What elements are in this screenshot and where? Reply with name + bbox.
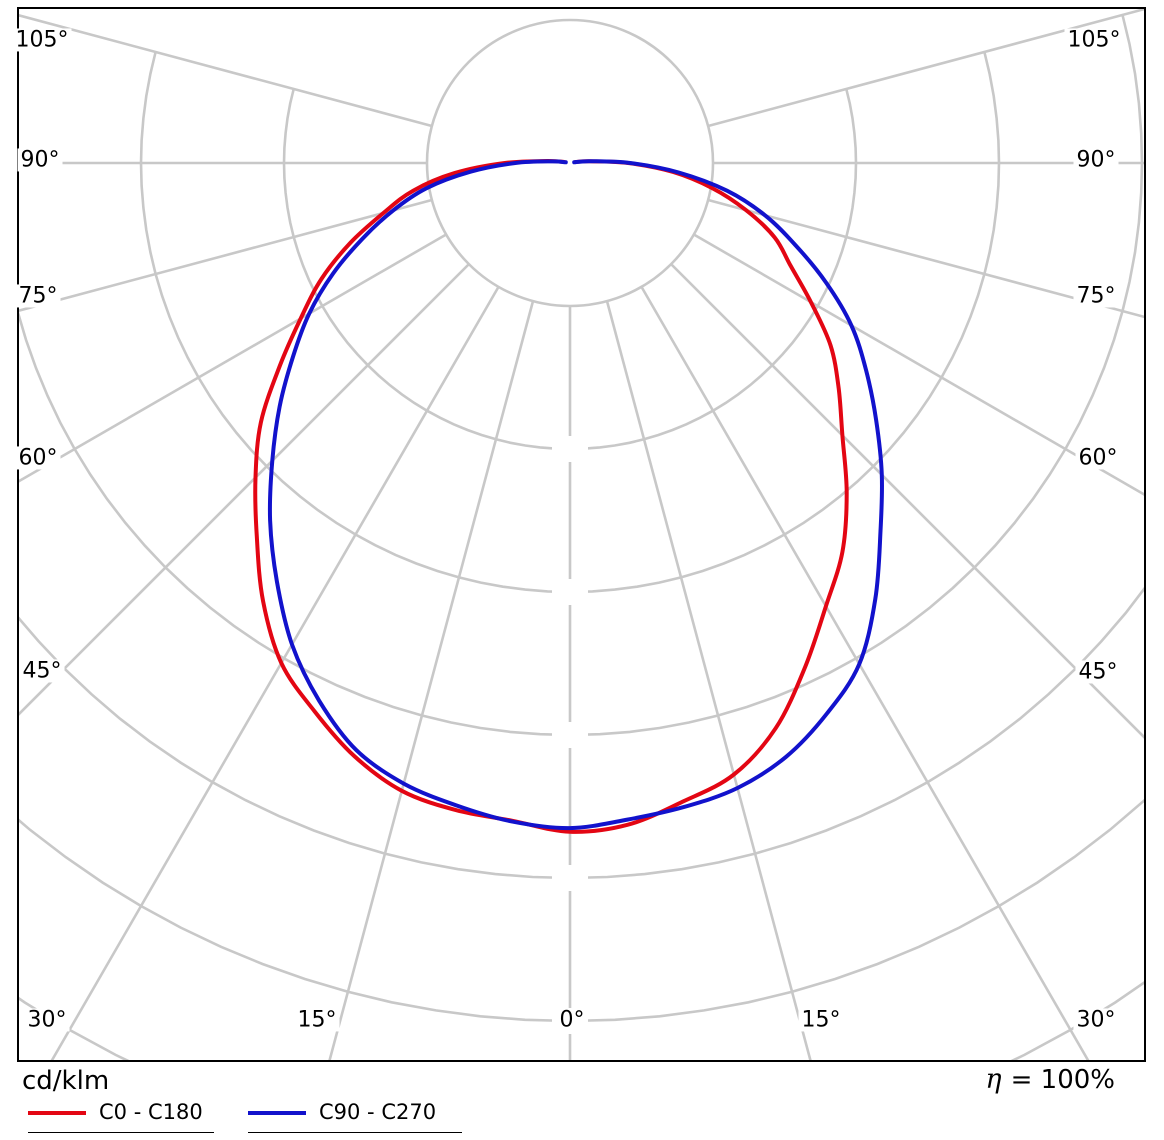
- efficiency-value: = 100%: [1010, 1065, 1115, 1095]
- legend-item-c0-c180: C0 - C180: [28, 1102, 214, 1133]
- eta-symbol: η: [985, 1064, 1002, 1095]
- legend-item-c90-c270: C90 - C270: [248, 1102, 462, 1133]
- legend-label-c90-c270: C90 - C270: [319, 1100, 437, 1124]
- legend-line-red: [28, 1110, 86, 1115]
- legend-label-c0-c180: C0 - C180: [99, 1100, 203, 1124]
- legend: C0 - C180 C90 - C270: [28, 1102, 462, 1133]
- legend-line-blue: [248, 1110, 306, 1115]
- units-label: cd/klm: [22, 1066, 110, 1096]
- efficiency-label: η = 100%: [985, 1064, 1115, 1095]
